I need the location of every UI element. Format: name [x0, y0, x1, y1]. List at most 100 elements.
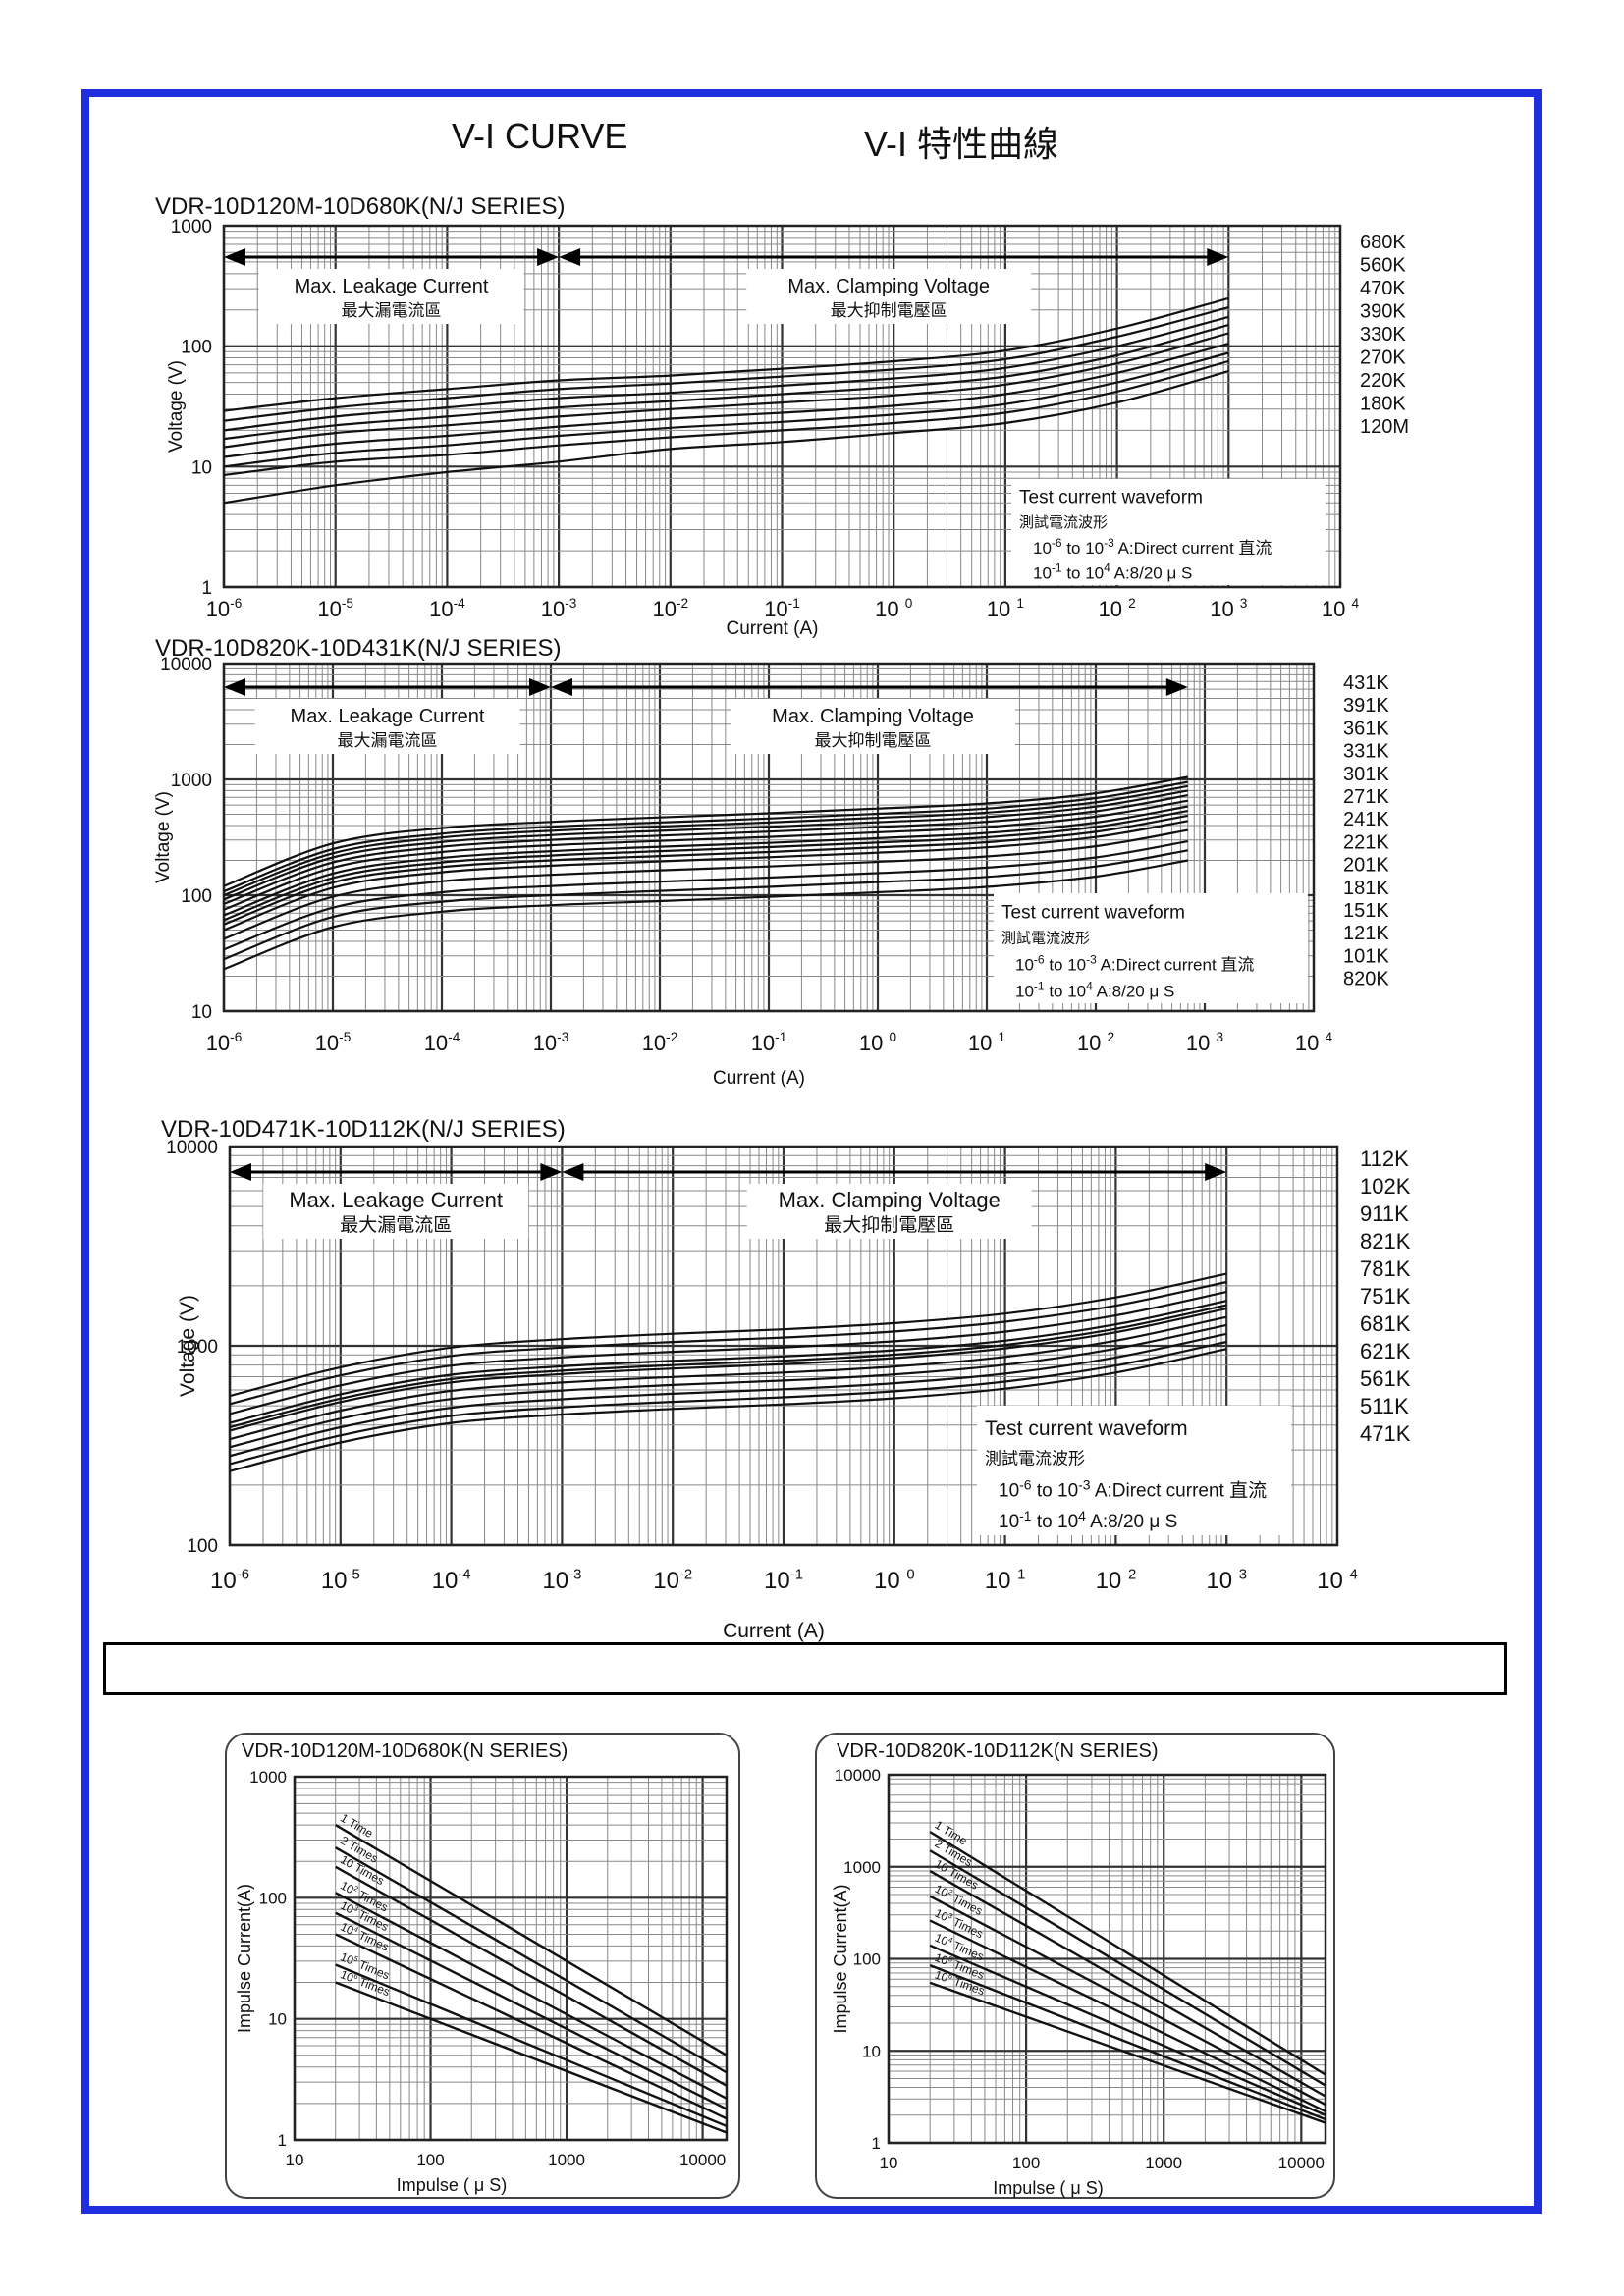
- series-label: 120M: [1360, 416, 1409, 438]
- series-label: 102K: [1360, 1174, 1411, 1199]
- leakage-arrow-head-right: [529, 678, 551, 696]
- y-tick-label: 10: [191, 457, 212, 478]
- x-tick-label: 10 3: [1206, 1567, 1247, 1594]
- impulse-line: [335, 1824, 728, 2056]
- x-tick-label: 10 1: [968, 1030, 1005, 1055]
- vi-curve-560K: [223, 306, 1229, 422]
- clamping-arrow-head-right: [1165, 678, 1188, 696]
- vi-curve-361K: [223, 784, 1188, 897]
- test-waveform-line1: 10-6 to 10-3 A:Direct current 直流: [1033, 536, 1272, 558]
- y-tick-label: 100: [259, 1889, 287, 1907]
- series-label: 221K: [1343, 831, 1389, 853]
- series-label: 471K: [1360, 1421, 1411, 1446]
- clamping-label: Max. Clamping Voltage: [772, 706, 974, 727]
- x-axis-label: Current (A): [727, 618, 819, 639]
- test-waveform-line2: 10-1 to 104 A:8/20 μ S: [999, 1508, 1177, 1532]
- chart-title: VDR-10D820K-10D112K(N SERIES): [837, 1740, 1159, 1762]
- x-tick-label: 10 2: [1077, 1030, 1114, 1055]
- test-waveform-bg: [994, 893, 1308, 1003]
- x-tick-label: 10-6: [210, 1567, 249, 1594]
- leakage-label: Max. Leakage Current: [289, 1188, 503, 1212]
- series-label: 681K: [1360, 1311, 1411, 1336]
- impulse-chart-2: VDR-10D820K-10D112K(N SERIES) 10000 1000 10…: [831, 1740, 1327, 2198]
- vi-curve-270K: [223, 343, 1229, 458]
- vi-curve-102K: [229, 1280, 1227, 1406]
- impulse-line: [929, 1895, 1326, 2107]
- series-label: 330K: [1360, 324, 1406, 346]
- plot-border: [228, 1145, 1339, 1547]
- x-tick-label: 1000: [548, 2151, 585, 2169]
- test-waveform-line2: 10-1 to 104 A:8/20 μ S: [1033, 561, 1192, 583]
- y-tick-label: 1: [278, 2131, 287, 2150]
- leakage-label-bg: [258, 269, 524, 324]
- x-tick-label: 10-2: [652, 596, 688, 621]
- y-tick-label: 1: [872, 2134, 881, 2153]
- leakage-arrow-head-left: [230, 1163, 251, 1181]
- impulse-line: [929, 1831, 1326, 2076]
- leakage-arrow-head-left: [224, 248, 245, 266]
- vi-curve-151K: [223, 828, 1188, 940]
- leakage-arrow-head-right: [540, 1163, 563, 1181]
- chart-title: VDR-10D820K-10D431K(N/J SERIES): [155, 635, 562, 662]
- x-tick-label: 100: [1012, 2154, 1040, 2172]
- clamping-label-zh: 最大抑制電壓區: [831, 301, 947, 320]
- plot-border: [222, 224, 1342, 589]
- x-tick-label: 10-5: [317, 596, 353, 621]
- chart-title: VDR-10D120M-10D680K(N/J SERIES): [155, 193, 565, 220]
- chart-title: VDR-10D471K-10D112K(N/J SERIES): [161, 1116, 566, 1143]
- impulse-line: [335, 1846, 728, 2074]
- leakage-arrow-head-left: [224, 678, 245, 696]
- vi-curve-121K: [223, 840, 1188, 951]
- vi-curve-112K: [229, 1272, 1227, 1398]
- vi-curve-681K: [229, 1315, 1227, 1441]
- x-tick-label: 10 4: [1322, 596, 1360, 621]
- vi-chart-2: VDR-10D820K-10D431K(N/J SERIES)10000 1000…: [153, 635, 1389, 1089]
- test-waveform-line2: 10-1 to 104 A:8/20 μ S: [1015, 979, 1174, 1000]
- test-waveform-bg: [977, 1406, 1291, 1535]
- x-tick-label: 10-3: [542, 1567, 581, 1594]
- impulse-chart-1: VDR-10D120M-10D680K(N SERIES)10001001011…: [235, 1740, 729, 2195]
- y-tick-label: 10000: [166, 1138, 218, 1158]
- leakage-label: Max. Leakage Current: [291, 706, 485, 727]
- impulse-line: [929, 1869, 1326, 2098]
- x-axis-label: Impulse ( μ S): [993, 2178, 1103, 2198]
- series-label: 301K: [1343, 764, 1389, 785]
- impulse-line: [929, 1944, 1326, 2116]
- clamping-arrow-head-left: [559, 248, 581, 266]
- test-waveform-title: Test current waveform: [1001, 902, 1185, 923]
- x-tick-label: 10-1: [764, 596, 800, 621]
- vi-curve-180K: [223, 359, 1229, 477]
- x-tick-label: 10 4: [1295, 1030, 1333, 1055]
- y-tick-label: 100: [181, 338, 212, 358]
- clamping-arrow-head-right: [1205, 1163, 1227, 1181]
- y-axis-label: Impulse Current(A): [235, 1884, 254, 2033]
- series-label: 271K: [1343, 786, 1389, 808]
- leakage-arrow-head-right: [537, 248, 560, 266]
- vi-curve-331K: [223, 789, 1188, 901]
- x-tick-label: 100: [416, 2151, 444, 2169]
- vi-curve-820K: [223, 859, 1188, 971]
- impulse-panel-1: [225, 1733, 740, 2199]
- x-tick-label: 10000: [1278, 2154, 1325, 2172]
- series-label: 431K: [1343, 672, 1389, 694]
- series-label: 181K: [1343, 878, 1389, 899]
- vi-curve-201K: [223, 814, 1188, 926]
- x-tick-label: 10 2: [1096, 1567, 1137, 1594]
- clamping-label-bg: [731, 699, 1015, 754]
- x-tick-label: 10-5: [315, 1030, 352, 1055]
- vi-curve-470K: [223, 315, 1229, 432]
- vi-curve-301K: [223, 794, 1188, 905]
- vi-curve-390K: [223, 324, 1229, 441]
- x-tick-label: 10-6: [206, 596, 243, 621]
- x-tick-label: 10: [880, 2154, 898, 2172]
- plot-border: [222, 662, 1316, 1013]
- y-tick-label: 1000: [843, 1858, 881, 1877]
- series-label: 820K: [1343, 969, 1389, 990]
- test-waveform-zh: 測試電流波形: [1001, 931, 1090, 947]
- x-tick-label: 10 4: [1317, 1567, 1358, 1594]
- series-label: 270K: [1360, 347, 1406, 369]
- series-label: 121K: [1343, 923, 1389, 944]
- impulse-line: [335, 1911, 728, 2110]
- vi-curve-120M: [223, 370, 1229, 505]
- clamping-arrow-head-left: [562, 1163, 584, 1181]
